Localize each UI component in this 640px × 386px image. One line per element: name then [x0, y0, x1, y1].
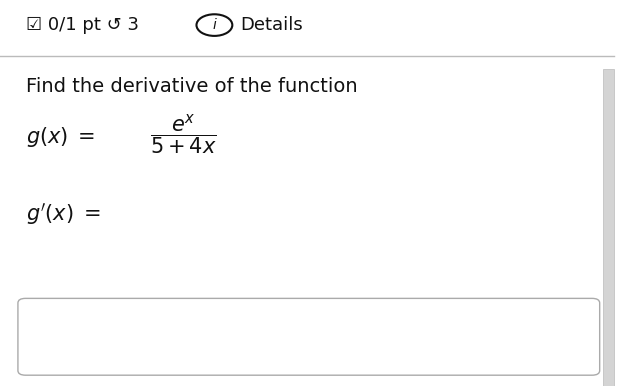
Text: $\dfrac{e^x}{5+4x}$: $\dfrac{e^x}{5+4x}$ [150, 113, 217, 157]
Text: Details: Details [240, 16, 303, 34]
Text: i: i [212, 18, 216, 32]
Text: $g'(x)\;=$: $g'(x)\;=$ [26, 201, 100, 227]
Bar [603, 69, 614, 386]
Text: $g(x)\;=$: $g(x)\;=$ [26, 125, 95, 149]
Text: ☑ 0/1 pt ↺ 3: ☑ 0/1 pt ↺ 3 [26, 16, 150, 34]
FancyBboxPatch shape [18, 298, 600, 375]
Text: Find the derivative of the function: Find the derivative of the function [26, 77, 357, 96]
